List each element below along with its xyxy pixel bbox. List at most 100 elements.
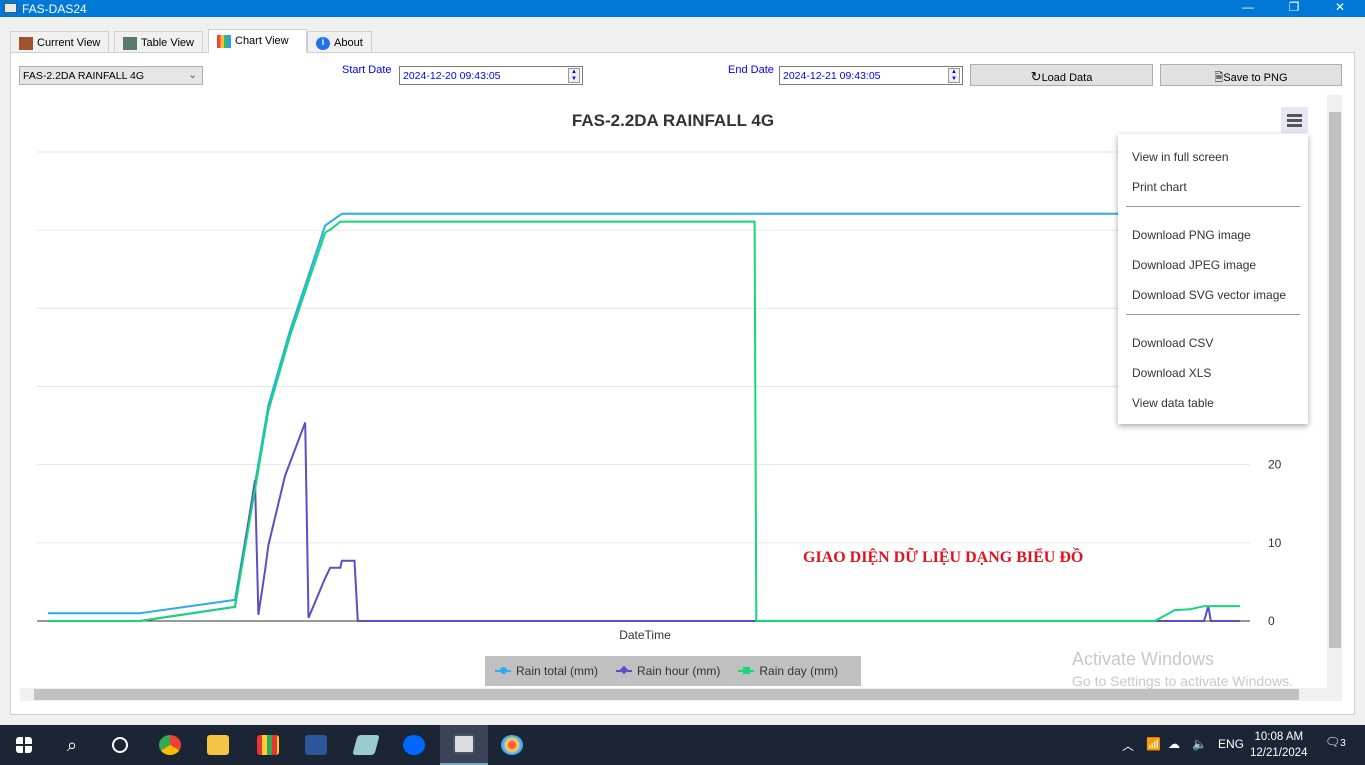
end-date-label: End Date [728, 64, 774, 76]
tab-label: Table View [141, 37, 194, 49]
y-tick-label: 0 [1268, 614, 1275, 628]
search-button[interactable]: ⌕ [48, 725, 96, 765]
notification-count: 3 [1340, 738, 1346, 749]
tab-about[interactable]: i About [307, 31, 372, 52]
bar-chart-icon [217, 35, 231, 48]
start-button[interactable] [0, 725, 48, 765]
x-axis-label: DateTime [619, 628, 671, 642]
document-icon [123, 37, 137, 50]
menu-view-full-screen[interactable]: View in full screen [1132, 150, 1229, 164]
legend-label: Rain total (mm) [516, 664, 599, 678]
show-hidden-icons[interactable]: ︿ [1122, 739, 1135, 753]
end-date-value: 2024-12-21 09:43:05 [783, 70, 881, 82]
minimize-button[interactable]: — [1242, 0, 1254, 14]
house-icon [19, 37, 33, 50]
load-data-button[interactable]: ↻Load Data [970, 64, 1153, 86]
activation-watermark-text: Go to Settings to activate Windows. [1072, 673, 1293, 689]
taskbar-paint[interactable] [488, 725, 536, 765]
notepad-icon [352, 735, 380, 755]
restore-button[interactable]: ❐ [1288, 0, 1300, 14]
app-icon [4, 3, 17, 13]
menu-download-png[interactable]: Download PNG image [1132, 228, 1251, 242]
series-line-rain-day-mm[interactable] [47, 220, 1240, 622]
tab-label: About [334, 37, 363, 49]
word-icon [305, 735, 327, 755]
window-title: FAS-DAS24 [22, 2, 87, 16]
start-date-label: Start Date [342, 64, 392, 76]
paint-icon [501, 735, 523, 755]
chart-menu-button[interactable] [1281, 107, 1308, 133]
series-line-rain-hour-mm[interactable] [47, 422, 1240, 622]
horizontal-scroll-thumb[interactable] [34, 689, 1299, 700]
folder-icon [207, 735, 229, 755]
chart-annotation: GIAO DIỆN DỮ LIỆU DẠNG BIỂU ĐỒ [803, 549, 1084, 566]
volume-icon[interactable]: 🔈 [1192, 737, 1207, 751]
save-to-png-button[interactable]: 🗎Save to PNG [1160, 64, 1342, 86]
legend-item-rain-total[interactable]: Rain total (mm) [495, 664, 598, 678]
network-icon[interactable]: 📶 [1146, 737, 1161, 751]
device-select[interactable]: FAS-2.2DA RAINFALL 4G ⌄ [19, 66, 203, 85]
chevron-down-icon: ⌄ [188, 69, 197, 81]
clock-date: 12/21/2024 [1250, 747, 1308, 759]
menu-download-jpeg[interactable]: Download JPEG image [1132, 258, 1257, 272]
zalo-icon [403, 735, 425, 755]
start-date-spinner[interactable]: ▲ ▼ [568, 68, 580, 83]
chart-context-menu: View in full screen Print chart Download… [1118, 134, 1308, 424]
search-icon: ⌕ [66, 734, 78, 755]
task-view-button[interactable] [96, 725, 144, 765]
chrome-icon [159, 735, 181, 755]
hamburger-icon [1287, 114, 1302, 117]
start-date-value: 2024-12-20 09:43:05 [403, 70, 501, 82]
chart-legend: Rain total (mm) Rain hour (mm) Rain day … [485, 656, 861, 686]
taskbar-fas-das24[interactable] [440, 725, 488, 765]
legend-label: Rain day (mm) [759, 664, 839, 678]
task-view-icon [112, 737, 128, 753]
taskbar-file-explorer[interactable] [194, 725, 242, 765]
device-select-value: FAS-2.2DA RAINFALL 4G [23, 70, 144, 82]
title-bar: FAS-DAS24 — ❐ ✕ [0, 0, 1365, 17]
app-grid-icon [257, 735, 279, 755]
tab-current-view[interactable]: Current View [10, 31, 110, 52]
menu-divider [1126, 206, 1300, 207]
taskbar-word[interactable] [292, 725, 340, 765]
close-button[interactable]: ✕ [1334, 0, 1346, 14]
clock-time: 10:08 AM [1254, 731, 1304, 743]
menu-download-xls[interactable]: Download XLS [1132, 366, 1212, 380]
legend-item-rain-hour[interactable]: Rain hour (mm) [616, 664, 720, 678]
series-line-rain-total-mm[interactable] [47, 212, 1240, 615]
save-document-icon: 🗎 [1214, 72, 1224, 84]
tab-table-view[interactable]: Table View [114, 31, 203, 52]
end-date-spinner[interactable]: ▲ ▼ [948, 68, 960, 83]
legend-label: Rain hour (mm) [637, 664, 721, 678]
refresh-icon: ↻ [1030, 69, 1042, 84]
tab-label: Chart View [235, 35, 289, 47]
save-label: Save to PNG [1223, 72, 1288, 84]
end-date-field[interactable]: 2024-12-21 09:43:05 ▲ ▼ [779, 66, 963, 85]
start-date-field[interactable]: 2024-12-20 09:43:05 ▲ ▼ [399, 66, 583, 85]
tab-chart-view[interactable]: Chart View [208, 29, 307, 53]
notification-center-button[interactable]: 🗨3 [1325, 735, 1346, 749]
info-icon: i [316, 37, 330, 50]
menu-print-chart[interactable]: Print chart [1132, 180, 1187, 194]
legend-item-rain-day[interactable]: Rain day (mm) [738, 664, 838, 678]
menu-download-svg[interactable]: Download SVG vector image [1132, 288, 1287, 302]
menu-view-data-table[interactable]: View data table [1132, 396, 1214, 410]
taskbar-notepad[interactable] [342, 725, 390, 765]
y-tick-label: 20 [1268, 458, 1282, 472]
vertical-scroll-thumb[interactable] [1329, 112, 1341, 648]
taskbar-app-grid[interactable] [244, 725, 292, 765]
activation-watermark-title: Activate Windows [1072, 649, 1215, 669]
taskbar-zalo[interactable] [390, 725, 438, 765]
taskbar-chrome[interactable] [146, 725, 194, 765]
menu-divider [1126, 314, 1300, 315]
menu-download-csv[interactable]: Download CSV [1132, 336, 1214, 350]
tab-label: Current View [37, 37, 101, 49]
windows-icon [16, 737, 32, 753]
onedrive-icon[interactable]: ☁ [1168, 737, 1180, 751]
y-tick-label: 10 [1268, 536, 1282, 550]
chart-title: FAS-2.2DA RAINFALL 4G [572, 111, 774, 130]
system-clock[interactable]: 10:08 AM 12/21/2024 [1250, 729, 1308, 761]
notification-icon: 🗨 [1325, 735, 1341, 749]
language-indicator[interactable]: ENG [1218, 737, 1245, 751]
